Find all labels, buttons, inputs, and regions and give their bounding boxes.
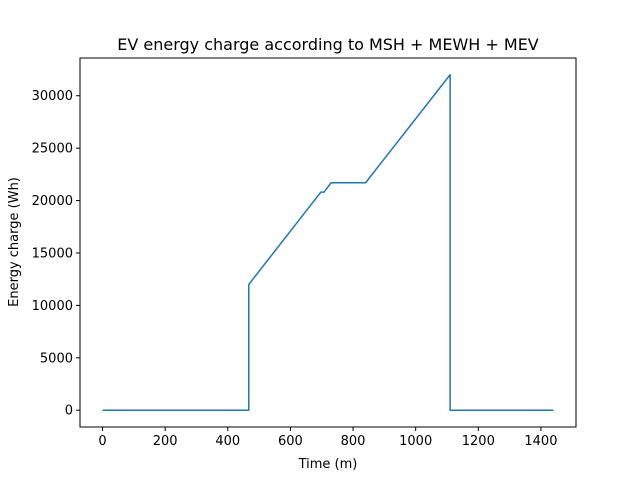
x-tick-label: 1400 (524, 434, 557, 449)
plot-area (102, 74, 554, 411)
y-tick-label: 0 (65, 404, 73, 419)
y-tick-label: 10000 (32, 299, 73, 314)
axes-frame (79, 57, 577, 428)
y-tick-label: 5000 (40, 351, 73, 366)
x-axis-ticks: 0 200 400 600 800 1000 1200 1400 (98, 427, 557, 449)
y-tick-label: 25000 (32, 142, 73, 157)
y-tick-label: 15000 (32, 246, 73, 261)
x-tick-label: 200 (153, 434, 178, 449)
x-tick-label: 800 (341, 434, 366, 449)
y-axis-label: Energy charge (Wh) (7, 177, 22, 307)
y-tick-label: 20000 (32, 194, 73, 209)
y-tick-label: 30000 (32, 89, 73, 104)
x-tick-label: 0 (98, 434, 106, 449)
y-axis-ticks: 0 5000 10000 15000 20000 25000 30000 (32, 89, 80, 419)
x-tick-label: 600 (278, 434, 303, 449)
chart-title: EV energy charge according to MSH + MEWH… (117, 35, 539, 54)
series-line-0 (102, 74, 554, 411)
x-tick-label: 400 (215, 434, 240, 449)
x-axis-label: Time (m) (298, 457, 358, 472)
x-tick-label: 1000 (399, 434, 432, 449)
x-tick-label: 1200 (462, 434, 495, 449)
